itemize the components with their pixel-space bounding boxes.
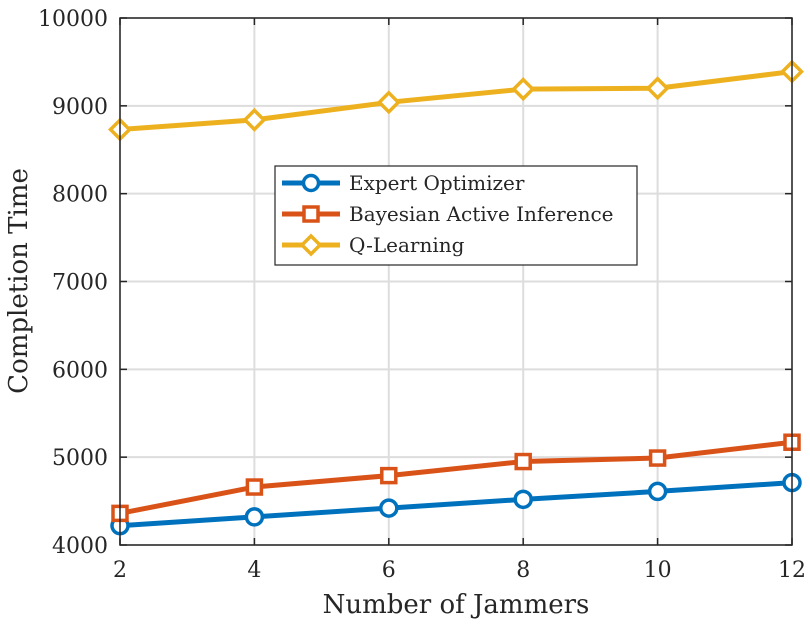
y-axis-label: Completion Time — [4, 168, 34, 394]
legend-entry-q-learning: Q-Learning — [282, 233, 465, 257]
x-tick-label: 2 — [113, 558, 127, 583]
data-point-q-learning — [376, 90, 401, 115]
y-tick-label: 7000 — [52, 271, 108, 296]
x-tick-label: 8 — [516, 558, 530, 583]
data-point-q-learning — [645, 76, 670, 101]
y-tick-label: 4000 — [52, 534, 108, 559]
legend-marker-bayesian-active-inference — [302, 205, 320, 223]
series-line-q-learning — [119, 69, 793, 133]
data-point-expert-optimizer — [647, 481, 668, 502]
y-tick-label: 5000 — [52, 446, 108, 471]
data-point-bayesian-active-inference — [380, 466, 398, 485]
data-point-expert-optimizer — [244, 507, 265, 527]
legend: Expert Optimizer Bayesian Active Inferen… — [274, 165, 638, 266]
data-point-expert-optimizer — [379, 498, 399, 518]
x-tick-label: 12 — [778, 558, 806, 583]
y-tick-label: 8000 — [52, 183, 108, 208]
legend-label-expert-optimizer: Expert Optimizer — [349, 171, 525, 195]
data-point-q-learning — [242, 107, 267, 132]
x-tick-label: 10 — [644, 558, 672, 583]
x-tick-label: 6 — [382, 558, 396, 583]
series-line-expert-optimizer — [119, 480, 793, 529]
data-point-bayesian-active-inference — [245, 478, 264, 496]
data-point-bayesian-active-inference — [648, 449, 667, 467]
legend-label-bayesian-active-inference: Bayesian Active Inference — [349, 202, 613, 226]
y-tick-label: 10000 — [38, 7, 108, 32]
legend-marker-q-learning — [299, 233, 323, 257]
y-tick-label: 9000 — [52, 95, 108, 120]
series-line-bayesian-active-inference — [119, 439, 793, 516]
x-tick-label: 4 — [247, 558, 261, 583]
data-point-q-learning — [511, 77, 536, 102]
x-axis-label: Number of Jammers — [323, 590, 590, 620]
data-point-bayesian-active-inference — [514, 452, 532, 471]
legend-label-q-learning: Q-Learning — [349, 233, 465, 257]
y-tick-label: 6000 — [52, 358, 108, 383]
ticks: 2 4 6 8 10 12 4000 5000 6000 7000 8000 9000 10000 — [38, 7, 806, 583]
legend-entry-expert-optimizer: Expert Optimizer — [282, 171, 525, 195]
legend-entry-bayesian-active-inference: Bayesian Active Inference — [282, 202, 613, 226]
data-point-expert-optimizer — [513, 489, 533, 510]
legend-marker-expert-optimizer — [301, 173, 321, 193]
